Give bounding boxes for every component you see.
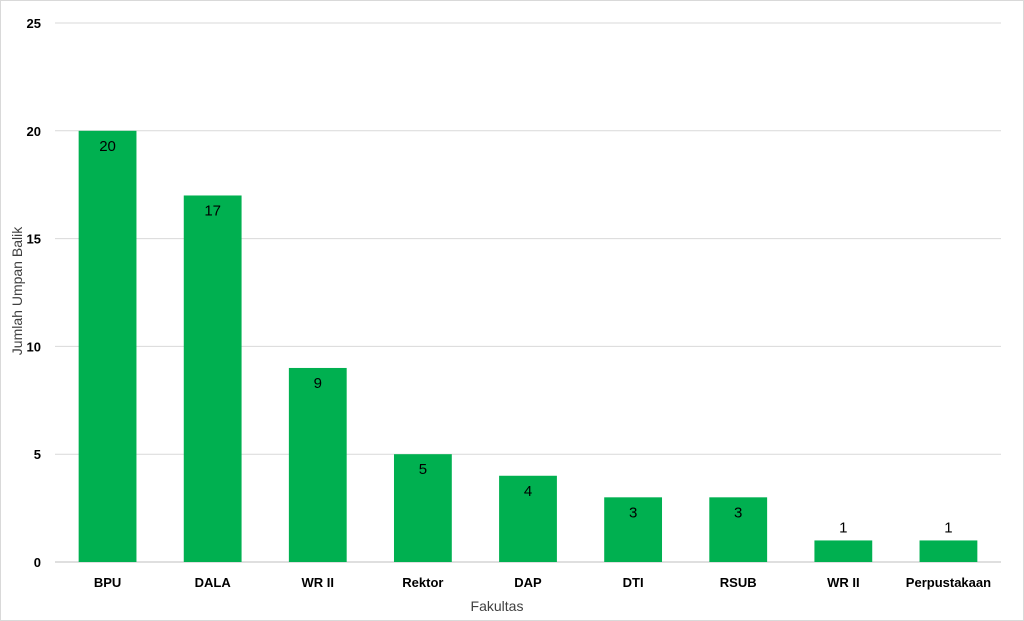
y-axis-tick-labels: 0 5 10 15 20 25 — [27, 16, 41, 570]
y-tick-label: 0 — [34, 555, 41, 570]
y-tick-label: 15 — [27, 232, 41, 247]
bar — [183, 195, 242, 563]
bar — [919, 540, 978, 562]
y-tick-label: 25 — [27, 16, 41, 31]
data-label: 1 — [944, 519, 952, 536]
x-tick-label: Perpustakaan — [906, 575, 991, 590]
bar — [604, 497, 663, 562]
bar — [814, 540, 873, 562]
data-label: 1 — [839, 519, 847, 536]
bar — [499, 475, 557, 562]
x-tick-label: DAP — [514, 575, 542, 590]
data-label: 4 — [524, 483, 532, 500]
data-label: 5 — [419, 461, 427, 478]
bar — [288, 367, 347, 562]
y-tick-label: 10 — [27, 339, 41, 354]
data-labels: 20 17 9 5 4 3 3 1 1 — [99, 138, 952, 537]
x-tick-label: DTI — [623, 575, 644, 590]
bars — [78, 130, 978, 563]
y-tick-label: 5 — [34, 447, 41, 462]
data-label: 17 — [204, 202, 221, 219]
bar — [393, 454, 452, 562]
x-tick-label: RSUB — [720, 575, 757, 590]
x-tick-label: BPU — [94, 575, 121, 590]
x-tick-label: WR II — [827, 575, 860, 590]
data-label: 3 — [734, 504, 742, 521]
x-tick-label: DALA — [195, 575, 232, 590]
data-label: 3 — [629, 504, 637, 521]
data-label: 20 — [99, 138, 116, 155]
y-axis-title: Jumlah Umpan Balik — [9, 226, 25, 355]
x-axis-tick-labels: BPU DALA WR II Rektor DAP DTI RSUB WR II Perpust… — [94, 575, 991, 590]
data-label: 9 — [314, 375, 322, 392]
x-tick-label: WR II — [302, 575, 335, 590]
x-axis-title: Fakultas — [471, 598, 524, 614]
y-tick-label: 20 — [27, 124, 41, 139]
x-tick-label: Rektor — [402, 575, 443, 590]
bar — [709, 497, 768, 562]
bar — [78, 130, 137, 563]
